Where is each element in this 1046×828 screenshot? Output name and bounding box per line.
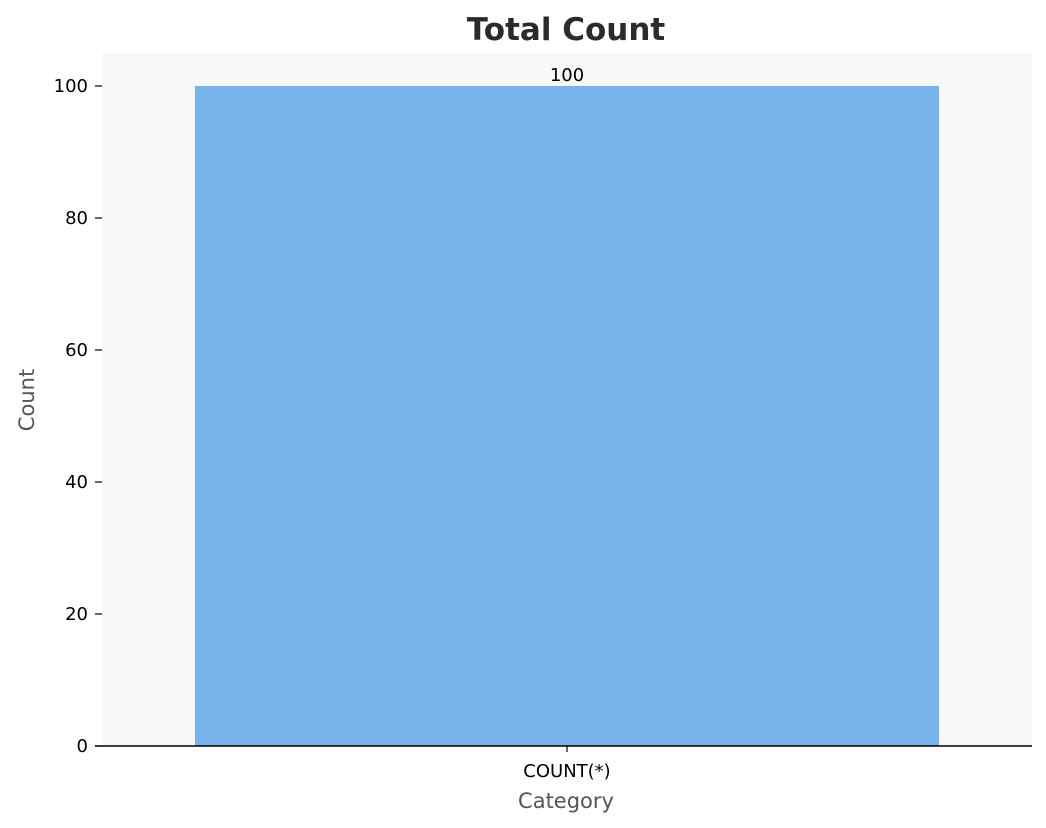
y-tick-label: 20	[65, 604, 88, 625]
bar-value-label: 100	[550, 65, 584, 86]
y-axis-label: Count	[15, 369, 39, 431]
y-tick-label: 40	[65, 472, 88, 493]
x-axis-ticks: COUNT(*)	[523, 746, 611, 782]
chart-title: Total Count	[467, 12, 666, 48]
bar	[195, 86, 939, 746]
y-tick-label: 60	[65, 340, 88, 361]
y-axis-ticks: 0 20 40 60 80 100	[54, 76, 102, 757]
y-tick-label: 80	[65, 208, 88, 229]
bars-layer: 100	[195, 65, 939, 746]
y-tick-label: 0	[77, 736, 88, 757]
x-axis-label: Category	[518, 789, 614, 813]
x-tick-label: COUNT(*)	[523, 761, 610, 782]
y-tick-label: 100	[54, 76, 88, 97]
